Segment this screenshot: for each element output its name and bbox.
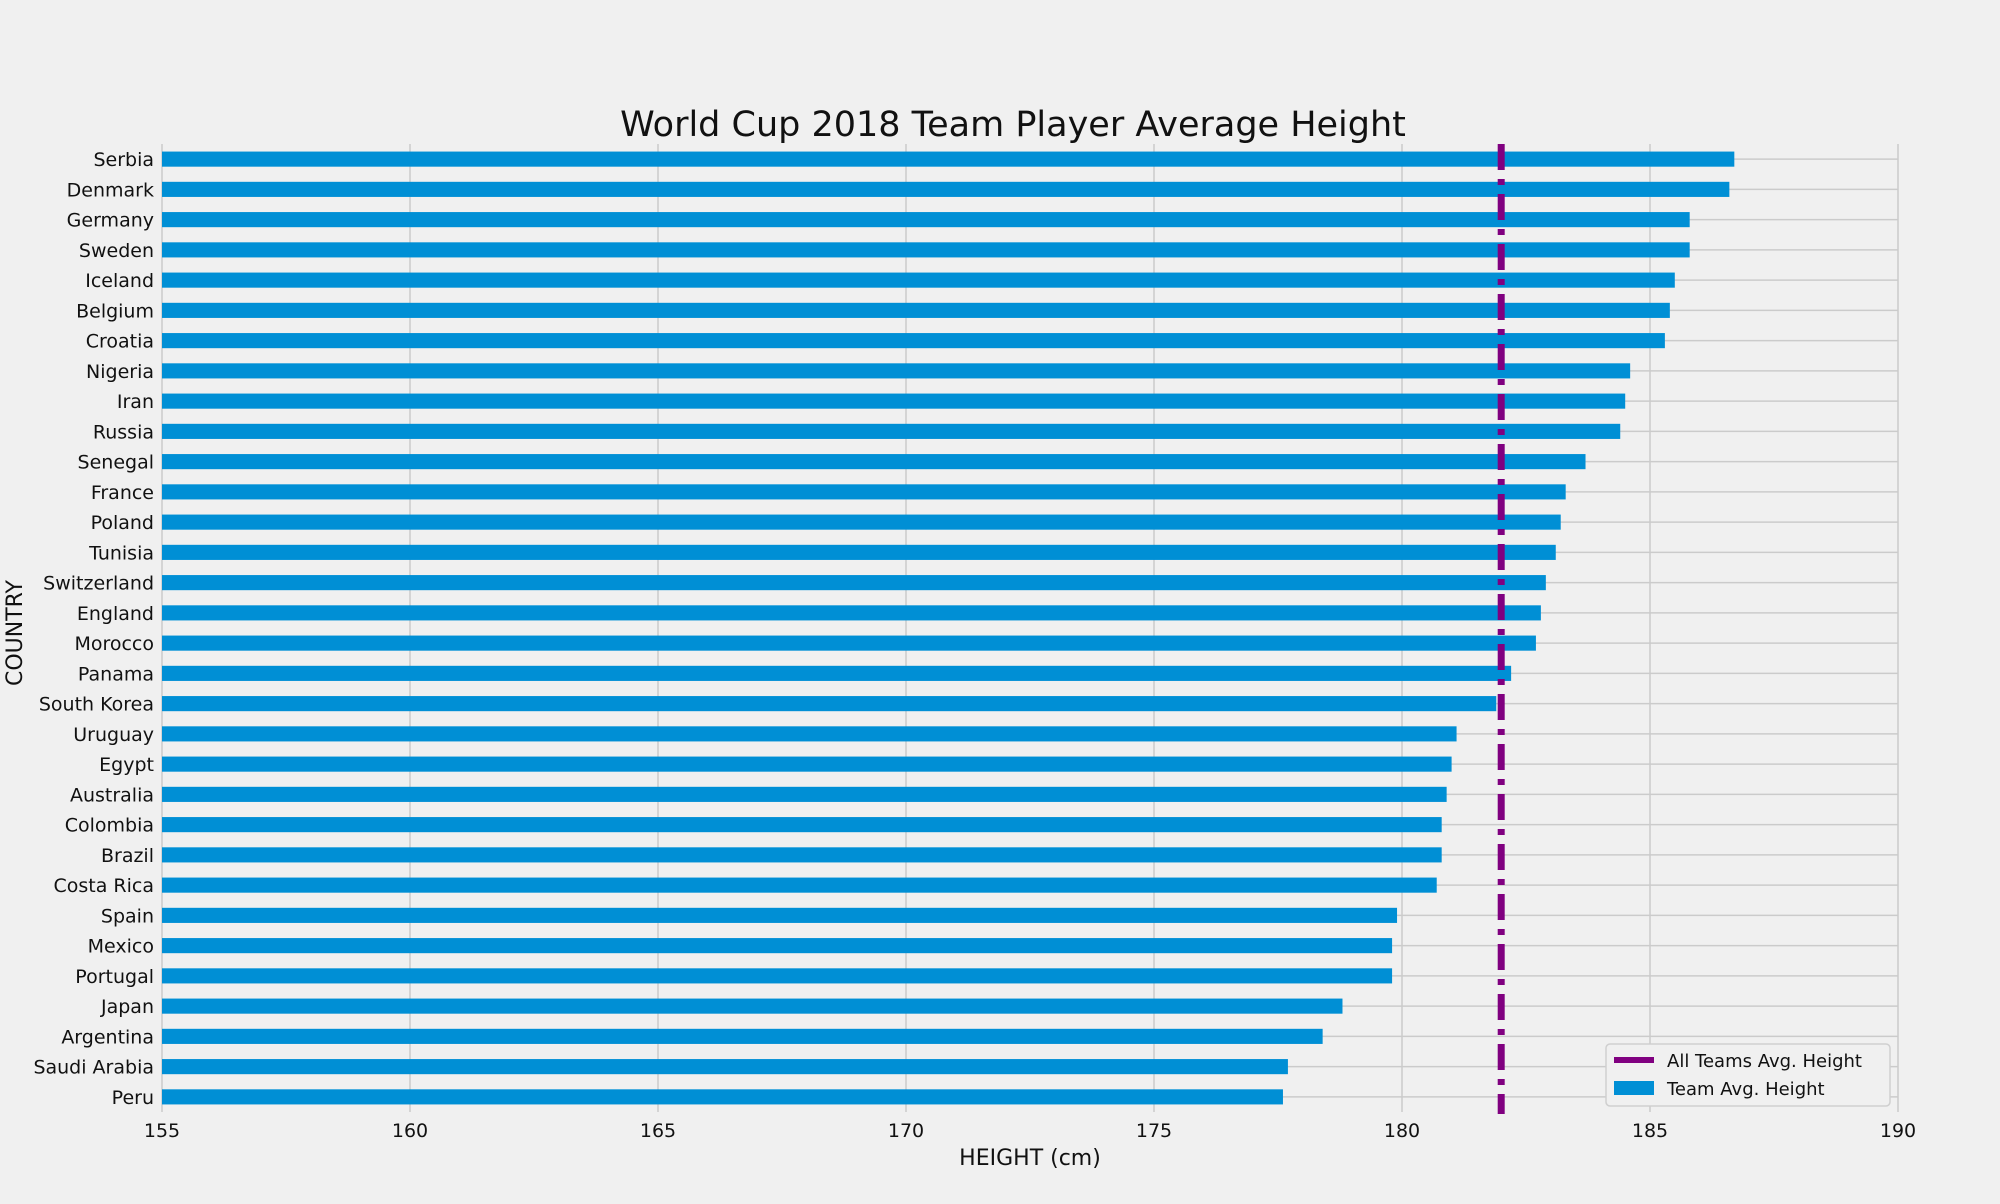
bar-mexico	[162, 938, 1393, 954]
bar-denmark	[162, 181, 1730, 197]
legend-label-reference: All Teams Avg. Height	[1667, 1051, 1862, 1072]
y-tick-label: Iceland	[85, 270, 154, 292]
y-tick-label: Colombia	[65, 815, 154, 837]
y-tick-label: Switzerland	[43, 573, 154, 595]
bar-egypt	[162, 756, 1452, 772]
bar-croatia	[162, 333, 1665, 349]
y-tick-label: Denmark	[67, 179, 154, 201]
x-tick-label: 190	[1880, 1120, 1916, 1142]
y-tick-label: Tunisia	[88, 542, 154, 564]
y-tick-label: Brazil	[101, 845, 154, 867]
bar-serbia	[162, 151, 1735, 167]
y-tick-label: Argentina	[61, 1026, 154, 1048]
x-tick-label: 170	[888, 1120, 924, 1142]
bar-iran	[162, 393, 1626, 409]
bar-uruguay	[162, 726, 1457, 742]
grid-lines	[161, 144, 1899, 1112]
y-tick-label: Peru	[112, 1087, 154, 1109]
legend-swatch-series	[1614, 1081, 1654, 1095]
bar-japan	[162, 998, 1343, 1014]
bar-belgium	[162, 302, 1670, 318]
y-tick-label: Uruguay	[73, 724, 154, 746]
bar-spain	[162, 907, 1398, 923]
y-tick-label: Croatia	[86, 331, 154, 353]
legend-label-series: Team Avg. Height	[1666, 1079, 1825, 1100]
bar-brazil	[162, 847, 1442, 863]
bar-nigeria	[162, 363, 1631, 379]
y-tick-labels: Serbia Denmark Germany Sweden Iceland Belgium…	[33, 149, 154, 1109]
y-tick-label: Sweden	[79, 240, 154, 262]
y-tick-label: Egypt	[99, 754, 154, 776]
y-tick-label: Japan	[100, 996, 154, 1018]
bars	[162, 151, 1735, 1105]
x-tick-label: 155	[144, 1120, 180, 1142]
y-tick-label: Mexico	[88, 936, 154, 958]
bar-panama	[162, 665, 1512, 681]
bar-sweden	[162, 242, 1690, 258]
x-tick-label: 175	[1136, 1120, 1172, 1142]
y-tick-label: Panama	[78, 663, 154, 685]
bar-saudi-arabia	[162, 1059, 1288, 1075]
legend: All Teams Avg. Height Team Avg. Height	[1605, 1043, 1891, 1107]
x-axis-label: HEIGHT (cm)	[959, 1146, 1101, 1171]
bar-poland	[162, 514, 1561, 530]
chart-title: World Cup 2018 Team Player Average Heigh…	[620, 105, 1406, 145]
y-axis-label: COUNTRY	[3, 579, 28, 686]
y-tick-label: Serbia	[93, 149, 154, 171]
y-tick-label: Belgium	[76, 300, 154, 322]
x-tick-label: 185	[1632, 1120, 1668, 1142]
bar-costa-rica	[162, 877, 1437, 893]
y-tick-label: France	[91, 482, 154, 504]
bar-portugal	[162, 968, 1393, 984]
y-tick-label: Senegal	[78, 452, 154, 474]
y-tick-label: Australia	[70, 784, 154, 806]
y-tick-label: Portugal	[75, 966, 154, 988]
bar-iceland	[162, 272, 1675, 288]
bar-south-korea	[162, 696, 1497, 712]
y-tick-label: Morocco	[74, 633, 154, 655]
bar-australia	[162, 786, 1447, 802]
x-tick-label: 180	[1384, 1120, 1420, 1142]
y-tick-label: South Korea	[39, 694, 154, 716]
y-tick-label: Costa Rica	[54, 875, 155, 897]
legend-frame	[1605, 1043, 1891, 1107]
bar-peru	[162, 1089, 1283, 1105]
bar-tunisia	[162, 544, 1556, 560]
bar-morocco	[162, 635, 1536, 651]
x-tick-labels: 155 160 165 170 175 180 185 190	[144, 1120, 1916, 1142]
y-tick-label: England	[77, 603, 154, 625]
bar-england	[162, 605, 1541, 621]
bar-argentina	[162, 1028, 1323, 1044]
bar-germany	[162, 212, 1690, 228]
bar-colombia	[162, 817, 1442, 833]
y-tick-label: Russia	[93, 421, 154, 443]
bar-senegal	[162, 454, 1586, 470]
y-tick-label: Germany	[67, 210, 154, 232]
bar-russia	[162, 423, 1621, 439]
y-tick-label: Saudi Arabia	[33, 1057, 154, 1079]
bar-france	[162, 484, 1566, 500]
x-tick-label: 165	[640, 1120, 676, 1142]
y-tick-label: Nigeria	[86, 361, 154, 383]
y-tick-label: Spain	[101, 905, 154, 927]
bar-switzerland	[162, 575, 1546, 591]
x-tick-label: 160	[392, 1120, 428, 1142]
y-tick-label: Iran	[117, 391, 154, 413]
y-tick-label: Poland	[91, 512, 154, 534]
